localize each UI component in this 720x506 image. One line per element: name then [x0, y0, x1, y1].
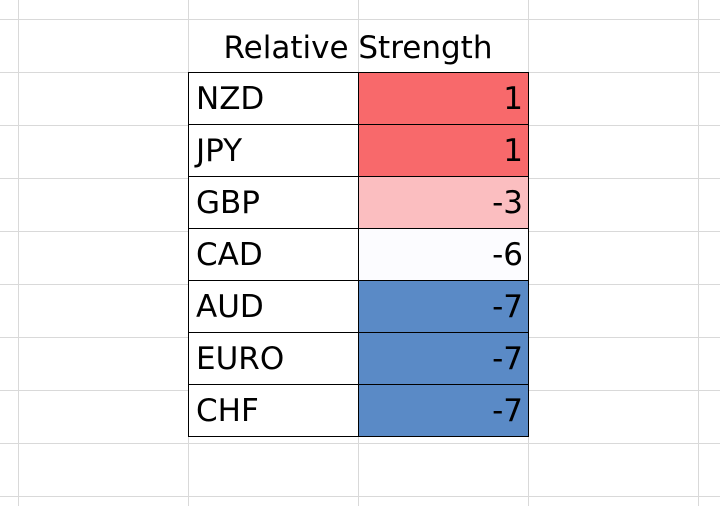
table-row: JPY 1	[188, 124, 529, 177]
strength-cell[interactable]: -3	[358, 176, 529, 229]
strength-cell[interactable]: 1	[358, 72, 529, 125]
table-row: CAD -6	[188, 228, 529, 281]
currency-cell[interactable]: CAD	[188, 228, 359, 281]
strength-cell[interactable]: -6	[358, 228, 529, 281]
strength-cell[interactable]: -7	[358, 384, 529, 437]
currency-cell[interactable]: NZD	[188, 72, 359, 125]
currency-cell[interactable]: JPY	[188, 124, 359, 177]
table-title[interactable]: Relative Strength	[223, 30, 493, 66]
table-row: EURO -7	[188, 332, 529, 385]
strength-cell[interactable]: 1	[358, 124, 529, 177]
strength-cell[interactable]: -7	[358, 332, 529, 385]
table-row: NZD 1	[188, 72, 529, 125]
table-row: AUD -7	[188, 280, 529, 333]
relative-strength-table: NZD 1 JPY 1 GBP -3 CAD -6 AUD -7 EURO -7	[188, 72, 529, 437]
table-row: GBP -3	[188, 176, 529, 229]
currency-cell[interactable]: GBP	[188, 176, 359, 229]
currency-cell[interactable]: EURO	[188, 332, 359, 385]
table-row: CHF -7	[188, 384, 529, 437]
currency-cell[interactable]: CHF	[188, 384, 359, 437]
strength-cell[interactable]: -7	[358, 280, 529, 333]
currency-cell[interactable]: AUD	[188, 280, 359, 333]
